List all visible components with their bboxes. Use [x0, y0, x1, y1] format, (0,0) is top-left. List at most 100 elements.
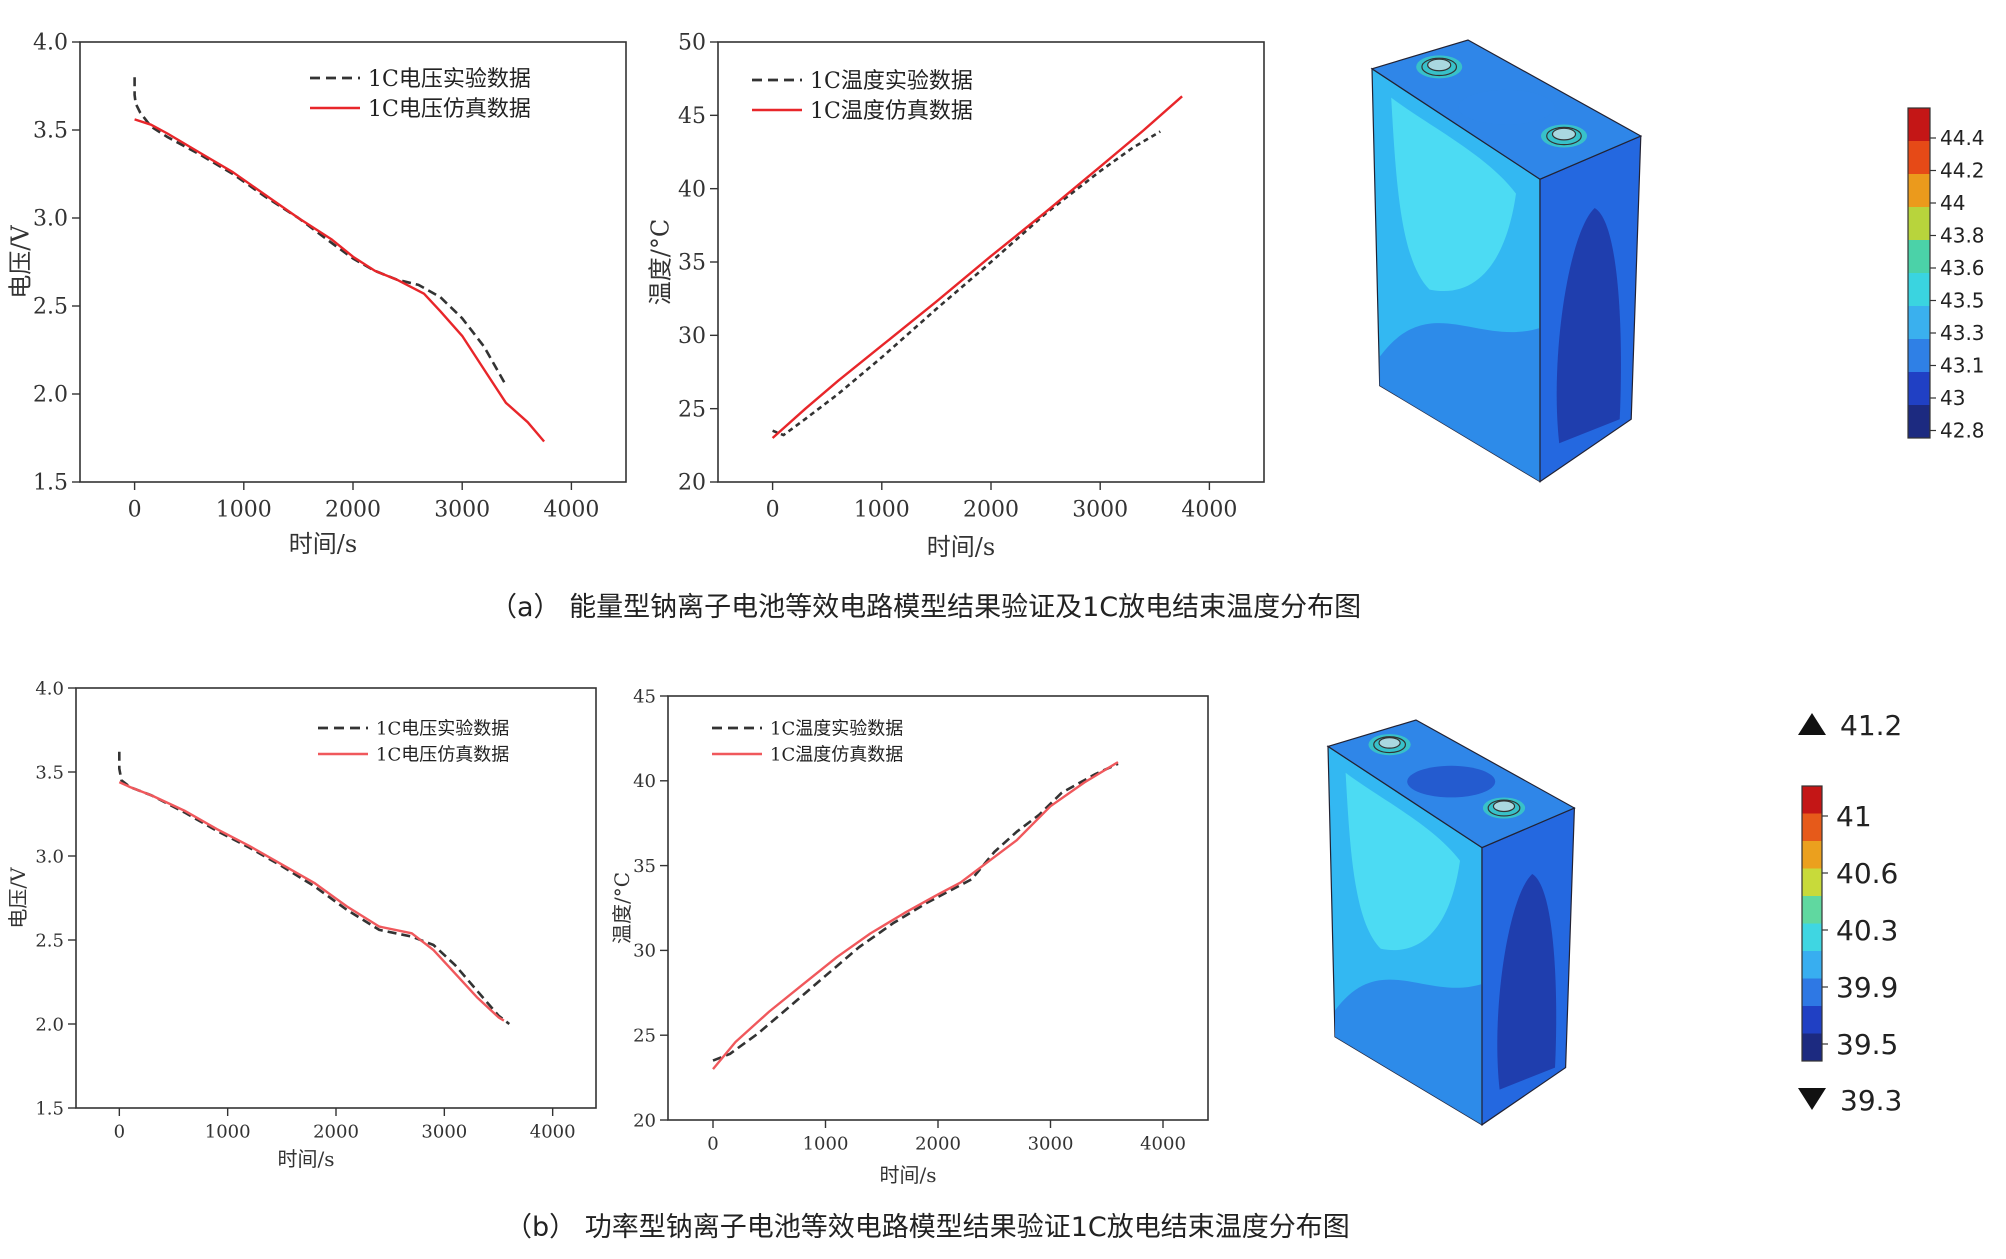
x-tick-label: 0: [707, 1134, 718, 1155]
colorbar-a-segment: [1908, 174, 1930, 207]
battery-front-warm-zone: [1391, 97, 1516, 292]
battery-front-warm-zone: [1345, 772, 1460, 951]
colorbar-b-segment: [1802, 923, 1822, 951]
colorbar-a-label: 43: [1940, 386, 1965, 410]
x-axis-label: 时间/s: [277, 1147, 334, 1171]
x-tick-label: 4000: [543, 497, 599, 522]
x-tick-label: 2000: [963, 497, 1019, 522]
y-tick-label: 50: [678, 31, 706, 56]
colorbar-a-segment: [1908, 108, 1930, 141]
x-tick-label: 4000: [1140, 1134, 1186, 1155]
colorbar-a-segment: [1908, 207, 1930, 240]
colorbar-a-segment: [1908, 339, 1930, 372]
chart-b-temperature: 0 1000 2000 3000 4000 20 25 30 35 40 45 时间/s 温度/°C 1C…: [610, 686, 1209, 1187]
terminal-icon: [1421, 57, 1458, 77]
colorbar-b-label: 39.5: [1836, 1028, 1898, 1061]
x-tick-label: 4000: [530, 1122, 576, 1143]
colorbar-b: 41.2 41 40.6 40.3 39.9 39.5 39.3: [1798, 709, 1902, 1117]
colorbar-a-segment: [1908, 306, 1930, 339]
min-marker-icon: [1798, 1088, 1826, 1110]
terminal-icon: [1373, 736, 1407, 754]
colorbar-b-segment: [1802, 841, 1822, 869]
x-tick-label: 3000: [421, 1122, 467, 1143]
colorbar-a-segment: [1908, 141, 1930, 174]
colorbar-b-segment: [1802, 813, 1822, 841]
legend-simulation-label: 1C温度仿真数据: [810, 99, 973, 124]
y-tick-label: 20: [633, 1110, 656, 1131]
colorbar-b-label: 40.6: [1836, 857, 1898, 890]
x-tick-label: 0: [128, 497, 142, 522]
y-tick-label: 4.0: [33, 31, 68, 56]
legend-simulation-label: 1C电压仿真数据: [376, 744, 509, 765]
terminal-icon: [1546, 126, 1582, 146]
battery-top-zone: [1458, 89, 1555, 125]
series-experimental-line: [118, 751, 511, 1026]
y-tick-label: 2.0: [33, 383, 68, 408]
y-tick-label: 30: [678, 324, 706, 349]
legend-experimental-label: 1C温度实验数据: [770, 718, 903, 739]
y-tick-label: 45: [678, 104, 706, 129]
x-tick-label: 0: [114, 1122, 125, 1143]
battery-side-cool-zone: [1497, 874, 1557, 1090]
y-tick-label: 30: [633, 941, 656, 962]
legend-simulation-label: 1C电压仿真数据: [368, 97, 531, 122]
chart-a-temperature: 0 1000 2000 3000 4000 20 25 30 35 40 45 50 时间/s 温度/°C…: [646, 31, 1265, 561]
colorbar-b-segment: [1802, 868, 1822, 896]
colorbar-b-label: 41: [1836, 800, 1872, 833]
y-tick-label: 40: [678, 177, 706, 202]
y-tick-label: 25: [678, 397, 706, 422]
series-simulation-line: [771, 95, 1183, 439]
y-tick-label: 2.0: [35, 1014, 64, 1035]
legend-simulation-label: 1C温度仿真数据: [770, 744, 903, 765]
x-tick-label: 1000: [205, 1122, 251, 1143]
battery-top-zone: [1407, 765, 1496, 798]
colorbar-b-segment: [1802, 951, 1822, 979]
battery-front-cool-zone: [1335, 979, 1482, 1125]
terminal-cap: [1427, 58, 1452, 72]
y-tick-label: 45: [633, 686, 656, 707]
y-tick-label: 3.5: [33, 119, 68, 144]
plot-frame: [667, 695, 1209, 1121]
x-axis-label: 时间/s: [927, 533, 995, 561]
max-marker-icon: [1798, 713, 1826, 735]
colorbar-a-label: 43.5: [1940, 289, 1985, 313]
battery-a-temperature-render: [1370, 39, 1643, 483]
y-axis-label: 温度/°C: [646, 219, 674, 305]
terminal-cap: [1378, 736, 1401, 749]
terminal-cap: [1492, 800, 1516, 813]
colorbar-a-segment: [1908, 273, 1930, 306]
x-tick-label: 3000: [1072, 497, 1128, 522]
battery-front-cool-zone: [1379, 323, 1540, 482]
x-tick-label: 1000: [216, 497, 272, 522]
colorbar-b-segment: [1802, 786, 1822, 814]
colorbar-a: 44.4 44.2 44 43.8 43.6 43.5 43.3 43.1 43 42.8: [1907, 107, 1985, 443]
y-tick-label: 3.0: [35, 846, 64, 867]
colorbar-a-label: 43.6: [1940, 256, 1985, 280]
x-tick-label: 2000: [313, 1122, 359, 1143]
x-tick-label: 2000: [915, 1134, 961, 1155]
colorbar-b-max-label: 41.2: [1840, 709, 1902, 742]
x-tick-label: 2000: [325, 497, 381, 522]
colorbar-a-label: 44.2: [1940, 159, 1985, 183]
battery-b-temperature-render: [1326, 719, 1576, 1126]
colorbar-a-segment: [1908, 372, 1930, 405]
colorbar-a-segment: [1908, 240, 1930, 273]
series-simulation-line: [134, 118, 546, 443]
colorbar-a-label: 42.8: [1940, 419, 1985, 443]
caption-a: （a） 能量型钠离子电池等效电路模型结果验证及1C放电结束温度分布图: [490, 592, 1361, 623]
colorbar-a-label: 43.1: [1940, 354, 1985, 378]
y-tick-label: 1.5: [33, 471, 68, 496]
legend-experimental-label: 1C温度实验数据: [810, 69, 973, 94]
colorbar-b-segment: [1802, 896, 1822, 924]
colorbar-b-min-label: 39.3: [1840, 1084, 1902, 1117]
x-axis-label: 时间/s: [289, 530, 357, 558]
y-tick-label: 35: [678, 251, 706, 276]
x-tick-label: 3000: [434, 497, 490, 522]
colorbar-b-segment: [1802, 1006, 1822, 1034]
x-tick-label: 3000: [1028, 1134, 1074, 1155]
y-axis-label: 电压/V: [6, 867, 30, 929]
colorbar-a-frame: [1907, 107, 1931, 439]
x-axis-label: 时间/s: [879, 1163, 936, 1187]
y-tick-label: 35: [633, 856, 656, 877]
